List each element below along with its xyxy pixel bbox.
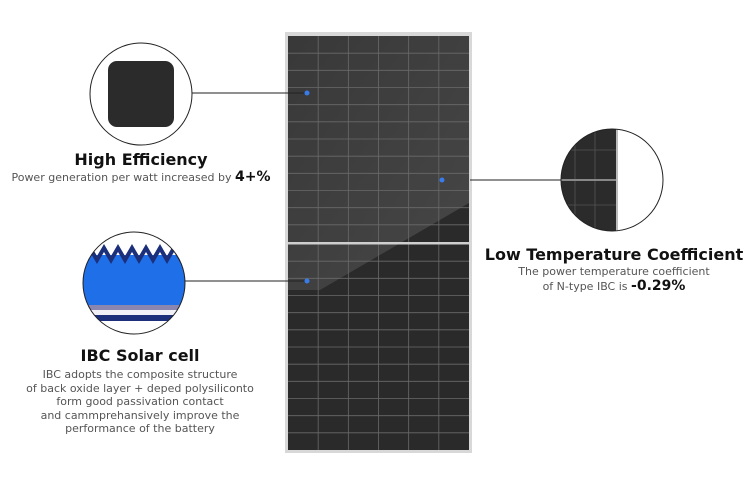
feature-description-line: IBC adopts the composite structure [42, 368, 238, 381]
marker-dot [439, 177, 445, 183]
feature-title: Low Temperature Coefficient [484, 245, 744, 264]
feature-description-line: The power temperature coefficient [518, 265, 710, 278]
feature-description-line: performance of the battery [65, 422, 215, 435]
cell-closeup-circle [90, 43, 192, 145]
solar-panel [285, 32, 472, 453]
marker-dot [304, 90, 310, 96]
feature-description: Power generation per watt increased by [11, 171, 232, 184]
feature-description-line: and cammprehansively improve the [40, 408, 240, 422]
feature-low-temp-coefficient: Low Temperature Coefficient The power te… [478, 245, 750, 294]
feature-title: IBC Solar cell [80, 346, 200, 365]
feature-highlight: -0.29% [631, 278, 686, 294]
marker-dot [304, 278, 310, 284]
feature-description-line: form good passivation contact [56, 395, 224, 408]
feature-description-line: of N-type IBC is [542, 280, 628, 293]
feature-high-efficiency: High Efficiency Power generation per wat… [0, 150, 282, 185]
cell-crosssection-circle [83, 232, 185, 334]
feature-highlight: 4+% [235, 169, 271, 185]
connector-lines [185, 92, 562, 282]
feature-description-line: of back oxide layer + deped polysilicont… [26, 381, 254, 395]
feature-ibc-solar-cell: IBC Solar cell IBC adopts the composite … [0, 346, 280, 436]
feature-title: High Efficiency [74, 150, 208, 169]
